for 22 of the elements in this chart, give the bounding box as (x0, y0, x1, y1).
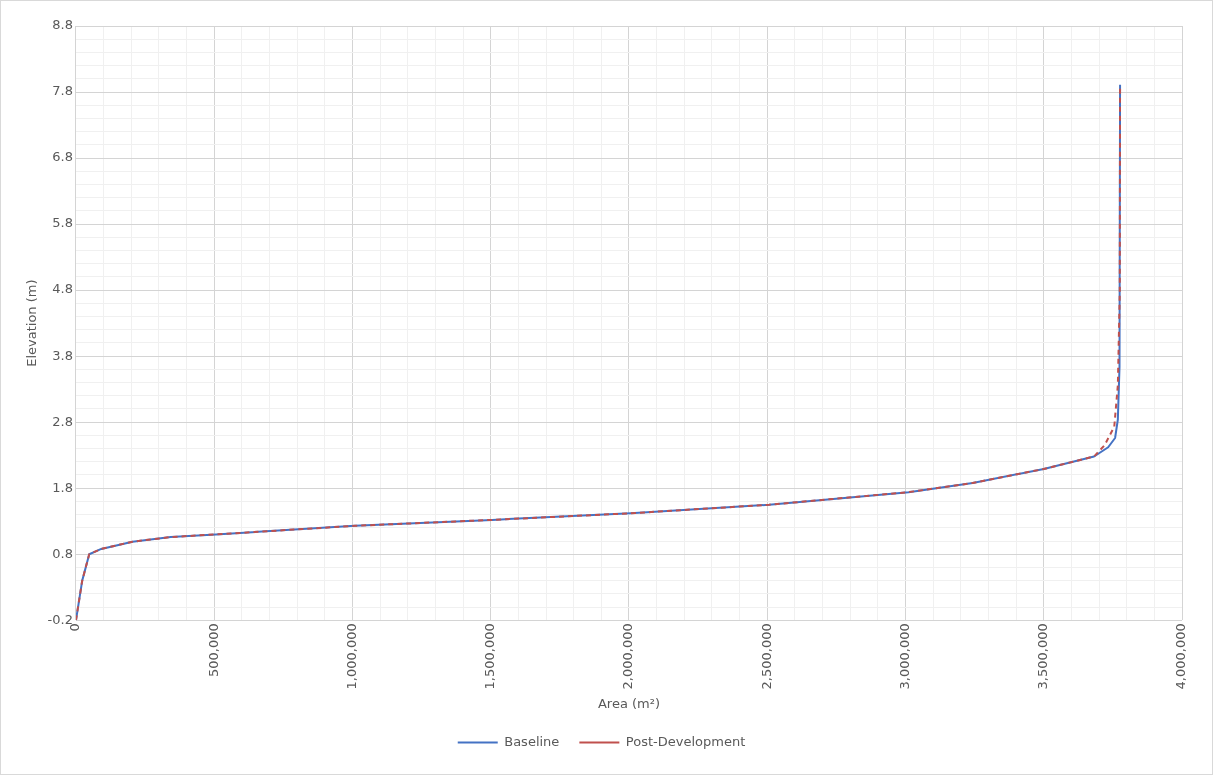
y-tick-label: 6.8 (52, 149, 73, 165)
y-tick-label: 7.8 (52, 83, 73, 99)
x-axis-title: Area (m²) (597, 695, 661, 711)
y-tick-label: 8.8 (52, 17, 73, 33)
x-tick-label: 2,000,000 (620, 623, 636, 690)
x-tick-label: 4,000,000 (1173, 623, 1189, 690)
y-tick-label: 3.8 (52, 347, 73, 363)
y-tick-label: 0.8 (52, 545, 73, 561)
x-tick-label: 2,500,000 (758, 623, 774, 690)
legend-label: Post-Development (625, 733, 746, 749)
legend-label: Baseline (504, 733, 560, 749)
y-axis-title: Elevation (m) (24, 279, 40, 367)
x-tick-label: 1,000,000 (343, 623, 359, 690)
x-tick-label: 3,000,000 (896, 623, 912, 690)
x-tick-label: 500,000 (205, 623, 221, 677)
y-tick-label: 2.8 (52, 413, 73, 429)
x-tick-label: 0 (67, 623, 83, 632)
x-tick-label: 3,500,000 (1035, 623, 1051, 690)
y-tick-label: 4.8 (52, 281, 73, 297)
x-tick-label: 1,500,000 (482, 623, 498, 690)
y-tick-label: 5.8 (52, 215, 73, 231)
y-tick-label: 1.8 (52, 479, 73, 495)
